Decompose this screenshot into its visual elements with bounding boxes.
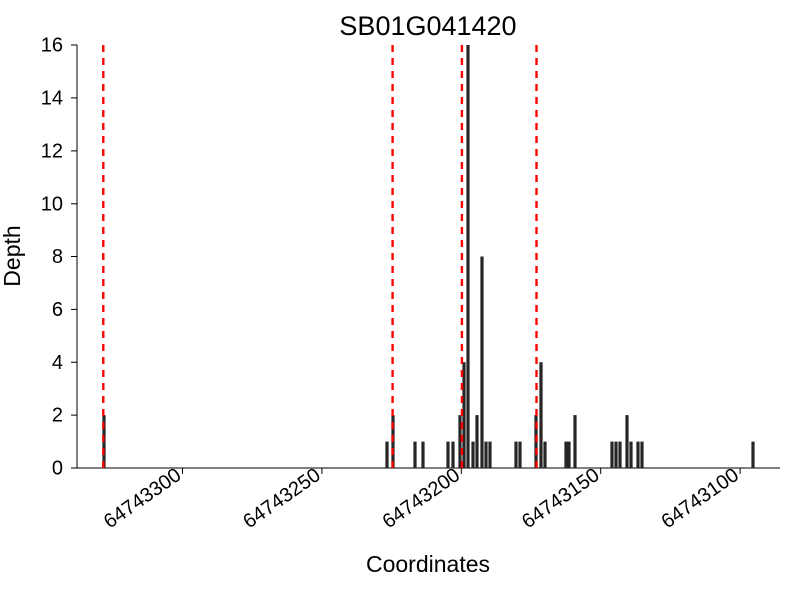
svg-text:14: 14 (41, 87, 63, 109)
svg-text:6: 6 (52, 299, 63, 321)
svg-text:Depth: Depth (0, 225, 25, 286)
svg-text:0: 0 (52, 458, 63, 480)
svg-text:4: 4 (52, 352, 63, 374)
svg-text:16: 16 (41, 35, 63, 57)
svg-text:12: 12 (41, 140, 63, 162)
svg-text:8: 8 (52, 246, 63, 268)
svg-text:SB01G041420: SB01G041420 (339, 11, 516, 41)
svg-text:Coordinates: Coordinates (366, 551, 490, 577)
svg-text:10: 10 (41, 193, 63, 215)
svg-text:2: 2 (52, 405, 63, 427)
